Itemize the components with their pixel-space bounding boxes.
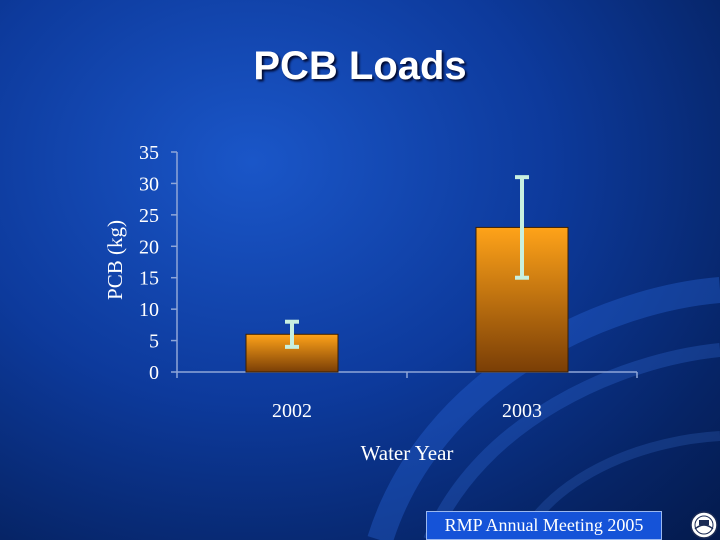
y-tick-label: 10 [139, 299, 159, 321]
y-tick-label: 5 [149, 331, 159, 353]
y-axis-title: PCB (kg) [103, 220, 127, 300]
y-tick-label: 20 [139, 236, 159, 258]
y-tick-label: 0 [149, 362, 159, 384]
error-bar-2002 [285, 319, 299, 349]
x-category-label: 2003 [502, 400, 542, 422]
footer-meeting-label: RMP Annual Meeting 2005 [426, 511, 662, 540]
error-bar-2003 [515, 175, 529, 280]
y-tick-label: 35 [139, 142, 159, 164]
chart-bars [245, 226, 569, 373]
x-axis-title: Water Year [361, 441, 454, 465]
y-tick-label: 25 [139, 205, 159, 227]
chart-labels: 0 5 10 15 20 25 30 35 2002 2003 Water Year PCB (kg) [103, 142, 542, 465]
x-category-label: 2002 [272, 400, 312, 422]
chart-error-bars [285, 175, 529, 349]
y-tick-label: 30 [139, 173, 159, 195]
slide-title: PCB Loads [253, 44, 467, 88]
sfei-logo-icon [690, 511, 718, 539]
y-tick-label: 15 [139, 268, 159, 290]
